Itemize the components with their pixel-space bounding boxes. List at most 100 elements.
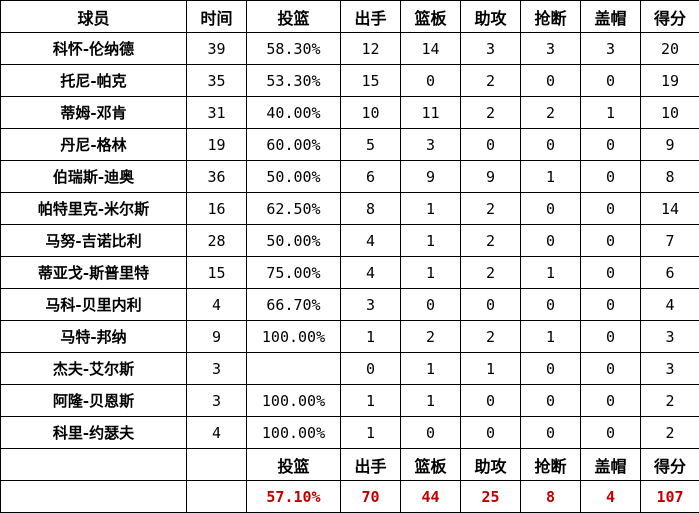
column-header: 球员 [0, 0, 187, 33]
stat-cell: 53.30% [246, 64, 341, 97]
stat-cell: 0 [520, 64, 581, 97]
column-header: 盖帽 [580, 0, 641, 33]
stat-cell: 58.30% [246, 32, 341, 65]
stat-cell: 16 [186, 192, 247, 225]
stat-cell: 0 [460, 416, 521, 449]
stat-cell: 2 [640, 416, 699, 449]
stat-cell: 12 [340, 32, 401, 65]
player-name: 杰夫-艾尔斯 [0, 352, 187, 385]
stat-cell: 60.00% [246, 128, 341, 161]
stat-cell: 50.00% [246, 224, 341, 257]
player-name: 伯瑞斯-迪奥 [0, 160, 187, 193]
totals-header: 出手 [340, 448, 401, 481]
stat-cell: 20 [640, 32, 699, 65]
player-name: 帕特里克-米尔斯 [0, 192, 187, 225]
stat-cell: 0 [520, 384, 581, 417]
stat-cell: 3 [520, 32, 581, 65]
column-header: 出手 [340, 0, 401, 33]
stat-cell: 0 [520, 352, 581, 385]
stat-cell: 1 [520, 160, 581, 193]
stat-cell: 15 [186, 256, 247, 289]
stat-cell: 40.00% [246, 96, 341, 129]
column-header: 助攻 [460, 0, 521, 33]
column-header: 篮板 [400, 0, 461, 33]
stat-cell: 14 [400, 32, 461, 65]
player-name: 托尼-帕克 [0, 64, 187, 97]
empty-cell [186, 480, 247, 513]
empty-cell [0, 480, 187, 513]
column-header: 投篮 [246, 0, 341, 33]
table-row: 帕特里克-米尔斯 16 62.50% 8 1 2 0 0 14 [0, 192, 699, 225]
stat-cell: 0 [400, 288, 461, 321]
column-header: 得分 [640, 0, 699, 33]
stat-cell: 3 [340, 288, 401, 321]
stat-cell: 1 [400, 224, 461, 257]
stat-cell: 2 [520, 96, 581, 129]
stat-cell: 0 [580, 128, 641, 161]
table-row: 马努-吉诺比利 28 50.00% 4 1 2 0 0 7 [0, 224, 699, 257]
stat-cell: 0 [580, 160, 641, 193]
stat-cell: 0 [340, 352, 401, 385]
stat-cell: 1 [400, 192, 461, 225]
stat-cell: 1 [520, 320, 581, 353]
stat-cell: 5 [340, 128, 401, 161]
stat-cell: 0 [580, 192, 641, 225]
stat-cell: 35 [186, 64, 247, 97]
stat-cell: 7 [640, 224, 699, 257]
stat-cell: 19 [186, 128, 247, 161]
stat-cell: 6 [340, 160, 401, 193]
stat-cell: 1 [520, 256, 581, 289]
stat-cell: 0 [520, 224, 581, 257]
total-value: 57.10% [246, 480, 341, 513]
player-name: 马科-贝里内利 [0, 288, 187, 321]
stat-cell: 0 [400, 64, 461, 97]
stat-cell: 10 [640, 96, 699, 129]
stat-cell: 0 [580, 224, 641, 257]
stat-cell: 8 [640, 160, 699, 193]
stat-cell: 0 [580, 288, 641, 321]
stat-cell: 62.50% [246, 192, 341, 225]
stat-cell: 3 [580, 32, 641, 65]
stat-cell: 0 [580, 384, 641, 417]
stat-cell: 3 [186, 384, 247, 417]
stat-cell: 14 [640, 192, 699, 225]
stat-cell: 15 [340, 64, 401, 97]
stat-cell: 28 [186, 224, 247, 257]
table-row: 伯瑞斯-迪奥 36 50.00% 6 9 9 1 0 8 [0, 160, 699, 193]
stat-cell: 1 [340, 416, 401, 449]
stat-cell: 4 [340, 256, 401, 289]
stat-cell: 100.00% [246, 320, 341, 353]
stat-cell: 0 [580, 320, 641, 353]
player-name: 蒂姆-邓肯 [0, 96, 187, 129]
stat-cell: 4 [640, 288, 699, 321]
table-row: 丹尼-格林 19 60.00% 5 3 0 0 0 9 [0, 128, 699, 161]
stat-cell: 2 [460, 256, 521, 289]
table-row: 马特-邦纳 9 100.00% 1 2 2 1 0 3 [0, 320, 699, 353]
totals-header: 盖帽 [580, 448, 641, 481]
stat-cell: 0 [580, 352, 641, 385]
table-row: 科里-约瑟夫 4 100.00% 1 0 0 0 0 2 [0, 416, 699, 449]
stat-cell: 66.70% [246, 288, 341, 321]
stat-cell: 2 [460, 320, 521, 353]
stat-cell: 3 [186, 352, 247, 385]
stat-cell [246, 352, 341, 385]
total-value: 4 [580, 480, 641, 513]
table-row: 马科-贝里内利 4 66.70% 3 0 0 0 0 4 [0, 288, 699, 321]
stat-cell: 1 [400, 352, 461, 385]
stat-cell: 31 [186, 96, 247, 129]
stat-cell: 2 [460, 96, 521, 129]
stat-cell: 1 [400, 384, 461, 417]
stat-cell: 3 [400, 128, 461, 161]
stat-cell: 0 [400, 416, 461, 449]
total-value: 70 [340, 480, 401, 513]
totals-header: 助攻 [460, 448, 521, 481]
stat-cell: 1 [460, 352, 521, 385]
totals-header: 抢断 [520, 448, 581, 481]
stat-cell: 2 [460, 224, 521, 257]
totals-header: 投篮 [246, 448, 341, 481]
stat-cell: 75.00% [246, 256, 341, 289]
totals-header: 篮板 [400, 448, 461, 481]
stat-cell: 100.00% [246, 416, 341, 449]
stat-cell: 3 [460, 32, 521, 65]
